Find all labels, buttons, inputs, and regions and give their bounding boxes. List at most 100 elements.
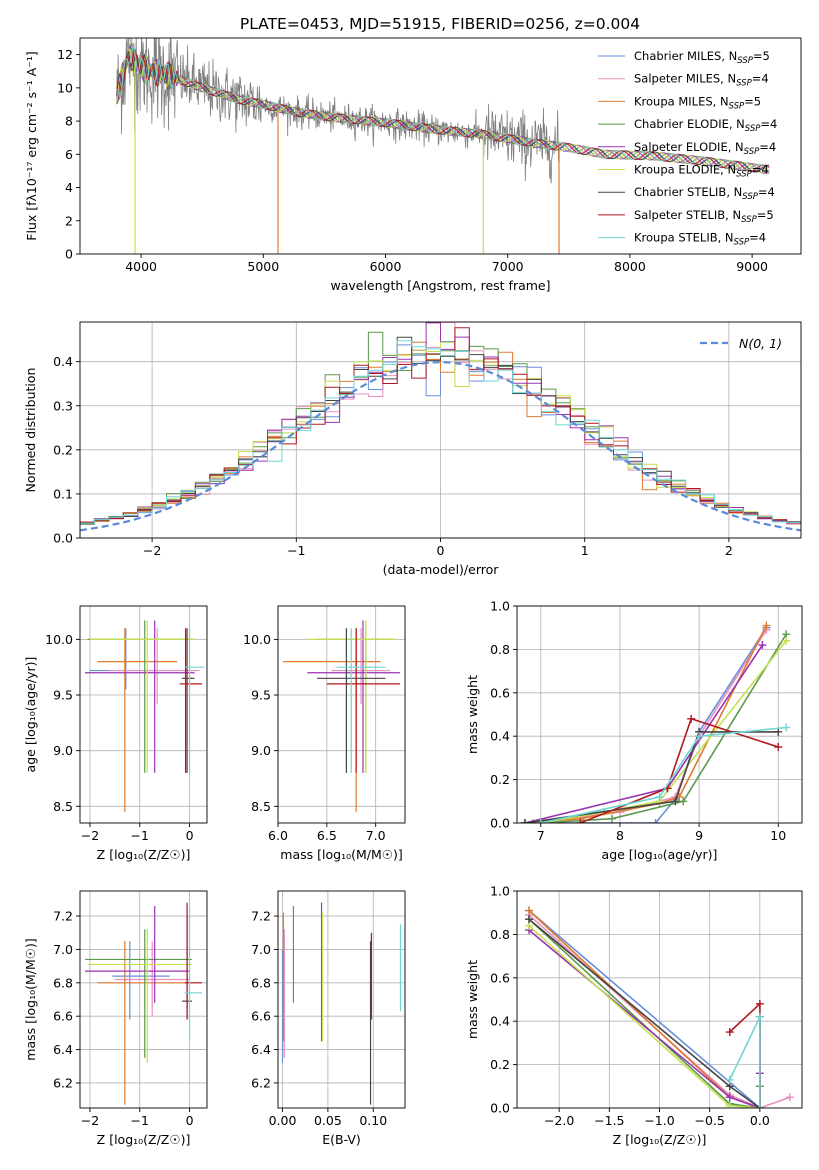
x-tick-label: 7000 <box>492 259 524 274</box>
legend-nssp-sub: SSP <box>744 147 760 157</box>
x-tick-label: −2 <box>81 1113 99 1128</box>
y-tick-label: 0.3 <box>53 398 73 413</box>
mass_vs_Z-plot-area <box>84 902 203 1105</box>
x-tick-label: 5000 <box>247 259 279 274</box>
legend-nssp-sub: SSP <box>745 124 761 134</box>
x-tick-label: 0.05 <box>314 1113 342 1128</box>
y-tick-label: 8.5 <box>53 799 73 814</box>
mass_weight_vs_Z-panel: −2.0 −1.5 −1.0 −0.5 0.0 0.0 0.2 0.4 0.6 0.8 1.0 Z [… <box>465 884 803 1147</box>
y-tick-label: 0.4 <box>490 1014 510 1029</box>
x-tick-label: −2 <box>81 828 99 843</box>
mass-weight-marker-2-4 <box>762 621 771 630</box>
mass-weight-marker-8-3 <box>782 723 791 732</box>
y-tick-label: 6.6 <box>53 1009 73 1024</box>
mass-weight-line-3 <box>540 633 787 823</box>
model-spectrum-line-4 <box>116 43 770 174</box>
axes-frame <box>79 890 208 1109</box>
mass-weight-marker-8-0 <box>725 1075 734 1084</box>
legend-nssp-value: =5 <box>757 208 774 222</box>
x-axis-label: Z [log₁₀(Z/Z☉)] <box>97 847 191 862</box>
y-tick-label: 0.2 <box>53 442 73 457</box>
legend-nssp-value: =4 <box>758 185 775 199</box>
y-tick-label: 9.5 <box>53 688 73 703</box>
legend-label-8: Kroupa STELIB, NSSP=4 <box>634 231 766 248</box>
legend-model-name: Salpeter ELODIE, N <box>634 140 744 154</box>
legend-nssp-value: =4 <box>752 163 769 177</box>
model-spectrum-line-8 <box>116 45 770 172</box>
residual-histogram-8 <box>80 340 801 524</box>
legend-nssp-value: =4 <box>752 72 769 86</box>
y-tick-label: 7.2 <box>251 909 271 924</box>
x-axis-label: age [log₁₀(age/yr)] <box>602 847 718 862</box>
legend-label-4: Salpeter ELODIE, NSSP=4 <box>634 140 776 157</box>
y-tick-label: 12 <box>57 47 73 62</box>
x-tick-label: 0 <box>186 1113 194 1128</box>
mass_vs_Z-panel: −2 −1 0 6.2 6.4 6.6 6.8 7.0 7.2 Z [log₁₀(Z/Z☉)] ma… <box>23 890 208 1147</box>
legend-nssp-sub: SSP <box>742 192 758 202</box>
x-tick-label: 9 <box>695 828 703 843</box>
mass-weight-marker-2-0 <box>525 906 534 915</box>
y-tick-label: 7.0 <box>53 942 73 957</box>
legend-nssp-value: =5 <box>744 94 761 108</box>
x-tick-label: −0.5 <box>694 1113 724 1128</box>
spectrum-panel: 4000 5000 6000 7000 8000 9000 0 2 4 6 8 10 12 wavelen… <box>24 37 802 293</box>
model-spectrum-line-6 <box>116 51 770 173</box>
figure-title: PLATE=0453, MJD=51915, FIBERID=0256, z=0… <box>240 15 640 33</box>
y-tick-label: 0.8 <box>490 927 510 942</box>
x-axis-label: wavelength [Angstrom, rest frame] <box>330 278 550 293</box>
x-tick-label: −1.5 <box>594 1113 624 1128</box>
age_vs_Z-plot-area <box>84 620 205 812</box>
legend-nssp-value: =4 <box>749 231 766 245</box>
y-tick-label: 7.2 <box>53 909 73 924</box>
legend-model-name: Chabrier MILES, N <box>634 49 737 63</box>
legend-label-2: Kroupa MILES, NSSP=5 <box>634 94 761 111</box>
y-tick-label: 0 <box>65 247 73 262</box>
age_vs_mass-panel: 6.0 6.5 7.0 8.5 9.0 9.5 10.0 mass [log₁₀(M/M☉)] <box>243 605 406 862</box>
axes-frame <box>79 37 802 255</box>
mass-weight-line-0 <box>528 909 761 1108</box>
y-tick-label: 9.0 <box>251 743 271 758</box>
x-tick-label: 7.0 <box>366 828 386 843</box>
x-axis-label: Z [log₁₀(Z/Z☉)] <box>613 1132 707 1147</box>
y-axis-label: mass [log₁₀(M/M☉)] <box>23 938 38 1060</box>
legend-nssp-value: =4 <box>759 140 776 154</box>
mass-weight-marker-6-0 <box>520 819 529 823</box>
legend-label-6: Chabrier STELIB, NSSP=4 <box>634 185 775 202</box>
x-tick-label: −2.0 <box>544 1113 574 1128</box>
legend-label-1: Salpeter MILES, NSSP=4 <box>634 72 769 89</box>
mass-weight-marker-0-1 <box>651 819 660 823</box>
x-tick-label: 0 <box>437 543 445 558</box>
mass-weight-marker-7-3 <box>774 743 783 752</box>
mass-weight-marker-8-2 <box>695 732 704 741</box>
legend-nssp-sub: SSP <box>736 170 752 180</box>
y-tick-label: 6.2 <box>251 1075 271 1090</box>
legend-nssp-sub: SSP <box>729 101 745 111</box>
y-tick-label: 1.0 <box>490 884 510 899</box>
mass-weight-marker-5-3 <box>782 636 791 645</box>
legend-model-name: Kroupa STELIB, N <box>634 231 734 245</box>
mass_weight_vs_age-plot-area <box>520 621 791 823</box>
x-tick-label: 10 <box>770 828 786 843</box>
mass-weight-line-6 <box>528 918 761 1108</box>
y-tick-label: 10.0 <box>45 632 73 647</box>
y-tick-label: 6.2 <box>53 1075 73 1090</box>
mass-weight-marker-7-1 <box>755 999 764 1008</box>
y-tick-label: 0.6 <box>490 685 510 700</box>
x-tick-label: 8 <box>616 828 624 843</box>
x-tick-label: −1.0 <box>644 1113 674 1128</box>
x-tick-label: −1 <box>287 543 305 558</box>
legend-label-3: Chabrier ELODIE, NSSP=4 <box>634 117 777 134</box>
y-tick-label: 6 <box>65 147 73 162</box>
y-axis-label: age [log₁₀(age/yr)] <box>23 657 38 773</box>
y-axis-label: Normed distribution <box>23 368 38 493</box>
x-tick-label: 0.10 <box>359 1113 387 1128</box>
model-spectrum-line-7 <box>116 48 770 173</box>
y-tick-label: 0.0 <box>53 531 73 546</box>
normal-legend-label: N(0, 1) <box>739 336 782 351</box>
legend-nssp-sub: SSP <box>741 215 757 225</box>
y-tick-label: 6.4 <box>53 1042 73 1057</box>
legend-model-name: Salpeter STELIB, N <box>634 208 741 222</box>
mass_vs_ebv-plot-area <box>281 902 402 1105</box>
legend-model-name: Chabrier ELODIE, N <box>634 117 745 131</box>
